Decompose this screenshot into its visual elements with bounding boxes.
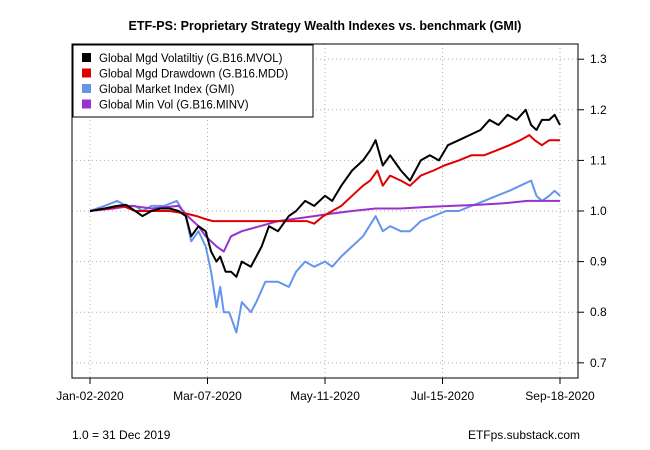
y-tick-label: 1.2 [590, 103, 607, 117]
y-tick-label: 0.9 [590, 255, 607, 269]
legend-box [72, 44, 314, 118]
y-tick-label: 1.0 [590, 204, 607, 218]
y-tick-label: 1.1 [590, 153, 607, 167]
legend-label: Global Market Index (GMI) [99, 84, 235, 96]
series-line-1 [89, 134, 560, 225]
series-layer [89, 108, 561, 334]
chart-title: ETF-PS: Proprietary Strategy Wealth Inde… [129, 19, 522, 33]
legend-swatch [82, 53, 91, 62]
x-tick-label: Sep-18-2020 [525, 389, 595, 403]
x-tick-label: Mar-07-2020 [173, 389, 242, 403]
legend-label: Global Min Vol (G.B16.MINV) [99, 100, 249, 112]
baseline-note: 1.0 = 31 Dec 2019 [72, 428, 171, 442]
y-axis: 0.7 0.8 0.9 1.0 1.1 1.2 1.3 [578, 52, 607, 370]
y-tick-label: 0.7 [590, 356, 607, 370]
legend-swatch [82, 68, 91, 78]
legend-swatch [82, 99, 91, 109]
legend-label: Global Mgd Volatiltiy (G.B16.MVOL) [99, 53, 283, 65]
x-axis: Jan-02-2020 Mar-07-2020 May-11-2020 Jul-15-… [56, 378, 595, 403]
x-tick-label: May-11-2020 [290, 389, 360, 403]
source-note: ETFps.substack.com [467, 428, 580, 442]
series-line-0 [89, 108, 561, 278]
x-tick-label: Jan-02-2020 [56, 389, 124, 403]
legend-label: Global Mgd Drawdown (G.B16.MDD) [99, 69, 288, 81]
y-tick-label: 1.3 [590, 52, 607, 66]
legend-swatch [82, 84, 91, 93]
x-tick-label: Jul-15-2020 [411, 389, 475, 403]
legend: Global Mgd Volatiltiy (G.B16.MVOL) Global… [72, 44, 314, 118]
y-tick-label: 0.8 [590, 305, 607, 319]
